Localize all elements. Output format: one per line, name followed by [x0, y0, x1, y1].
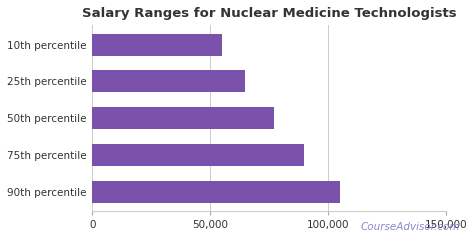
- Bar: [92, 34, 222, 56]
- Bar: [92, 181, 340, 203]
- Text: CourseAdvisor.com: CourseAdvisor.com: [360, 222, 460, 232]
- Bar: [92, 107, 273, 129]
- Title: Salary Ranges for Nuclear Medicine Technologists: Salary Ranges for Nuclear Medicine Techn…: [82, 7, 456, 20]
- Bar: [92, 144, 304, 166]
- Bar: [92, 70, 246, 92]
